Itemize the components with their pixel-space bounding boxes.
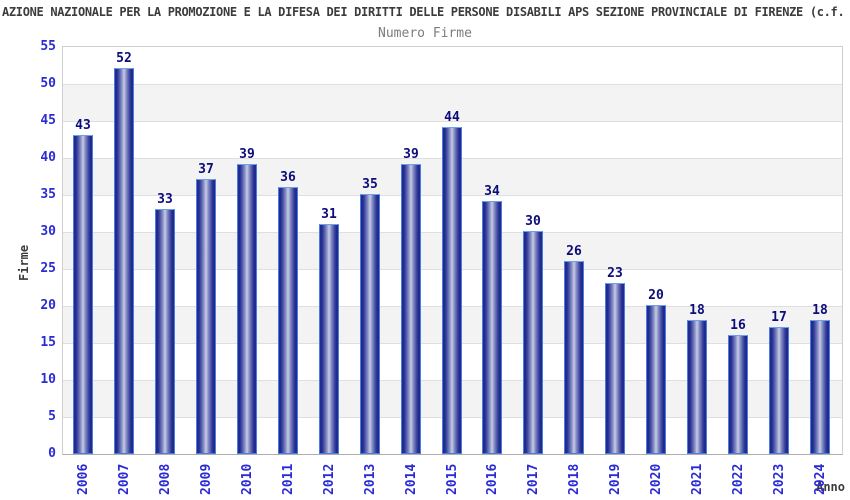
- x-tick-label: 2017: [526, 463, 541, 495]
- bar: [523, 231, 543, 454]
- x-tick-label: 2007: [117, 463, 132, 495]
- bar-value-label: 35: [362, 177, 378, 192]
- x-tick-label: 2015: [445, 463, 460, 495]
- bar-value-label: 34: [484, 184, 500, 199]
- bar: [605, 283, 625, 454]
- bar-value-label: 23: [607, 266, 623, 281]
- y-tick-label: 25: [40, 261, 56, 276]
- bar-value-label: 37: [198, 162, 214, 177]
- bar-value-label: 30: [525, 214, 541, 229]
- x-tick-label: 2014: [404, 463, 419, 495]
- bar-value-label: 18: [689, 303, 705, 318]
- x-tick-label: 2012: [322, 463, 337, 495]
- x-tick-label: 2022: [731, 463, 746, 495]
- y-tick-label: 55: [40, 39, 56, 54]
- y-tick-label: 10: [40, 372, 56, 387]
- y-tick-label: 20: [40, 298, 56, 313]
- bar: [73, 135, 93, 454]
- chart-subtitle: Numero Firme: [378, 26, 472, 41]
- x-tick-label: 2021: [690, 463, 705, 495]
- bar-value-label: 39: [239, 147, 255, 162]
- bar-value-label: 33: [157, 192, 173, 207]
- x-tick-label: 2006: [76, 463, 91, 495]
- y-tick-label: 45: [40, 113, 56, 128]
- y-tick-label: 15: [40, 335, 56, 350]
- bar: [442, 127, 462, 454]
- bar-value-label: 52: [116, 51, 132, 66]
- bar: [769, 327, 789, 454]
- bar-value-label: 43: [75, 118, 91, 133]
- x-tick-label: 2013: [363, 463, 378, 495]
- bar-value-label: 26: [566, 244, 582, 259]
- x-axis-title: Anno: [816, 480, 845, 494]
- plot-area: 43 52 33 37 39 36 31 35 39 44 34 30 26 23 20 18 16 17 18: [62, 46, 843, 455]
- bar: [360, 194, 380, 454]
- bar: [482, 201, 502, 454]
- x-tick-label: 2008: [158, 463, 173, 495]
- x-tick-label: 2024: [813, 463, 828, 495]
- bar-value-label: 17: [771, 310, 787, 325]
- bar-value-label: 39: [403, 147, 419, 162]
- bar: [646, 305, 666, 454]
- bar: [728, 335, 748, 454]
- x-tick-label: 2009: [199, 463, 214, 495]
- x-tick-label: 2016: [485, 463, 500, 495]
- bar: [564, 261, 584, 454]
- bar-value-label: 36: [280, 170, 296, 185]
- bar: [319, 224, 339, 454]
- x-tick-label: 2010: [240, 463, 255, 495]
- grid-line: [63, 121, 842, 122]
- bar: [810, 320, 830, 454]
- bar-value-label: 18: [812, 303, 828, 318]
- grid-line: [63, 84, 842, 85]
- bar: [237, 164, 257, 454]
- x-tick-label: 2023: [772, 463, 787, 495]
- x-tick-label: 2011: [281, 463, 296, 495]
- x-tick-label: 2018: [567, 463, 582, 495]
- bar-value-label: 16: [730, 318, 746, 333]
- bar-value-label: 44: [444, 110, 460, 125]
- y-tick-label: 50: [40, 76, 56, 91]
- bar: [196, 179, 216, 454]
- y-tick-label: 30: [40, 224, 56, 239]
- y-tick-label: 35: [40, 187, 56, 202]
- chart-title: AZIONE NAZIONALE PER LA PROMOZIONE E LA …: [2, 5, 845, 19]
- y-tick-label: 0: [48, 446, 56, 461]
- bar: [114, 68, 134, 454]
- bar-value-label: 20: [648, 288, 664, 303]
- bar: [278, 187, 298, 454]
- x-tick-label: 2020: [649, 463, 664, 495]
- bar: [155, 209, 175, 454]
- bar: [687, 320, 707, 454]
- bar-value-label: 31: [321, 207, 337, 222]
- x-tick-label: 2019: [608, 463, 623, 495]
- bar: [401, 164, 421, 454]
- y-tick-label: 40: [40, 150, 56, 165]
- y-tick-label: 5: [48, 409, 56, 424]
